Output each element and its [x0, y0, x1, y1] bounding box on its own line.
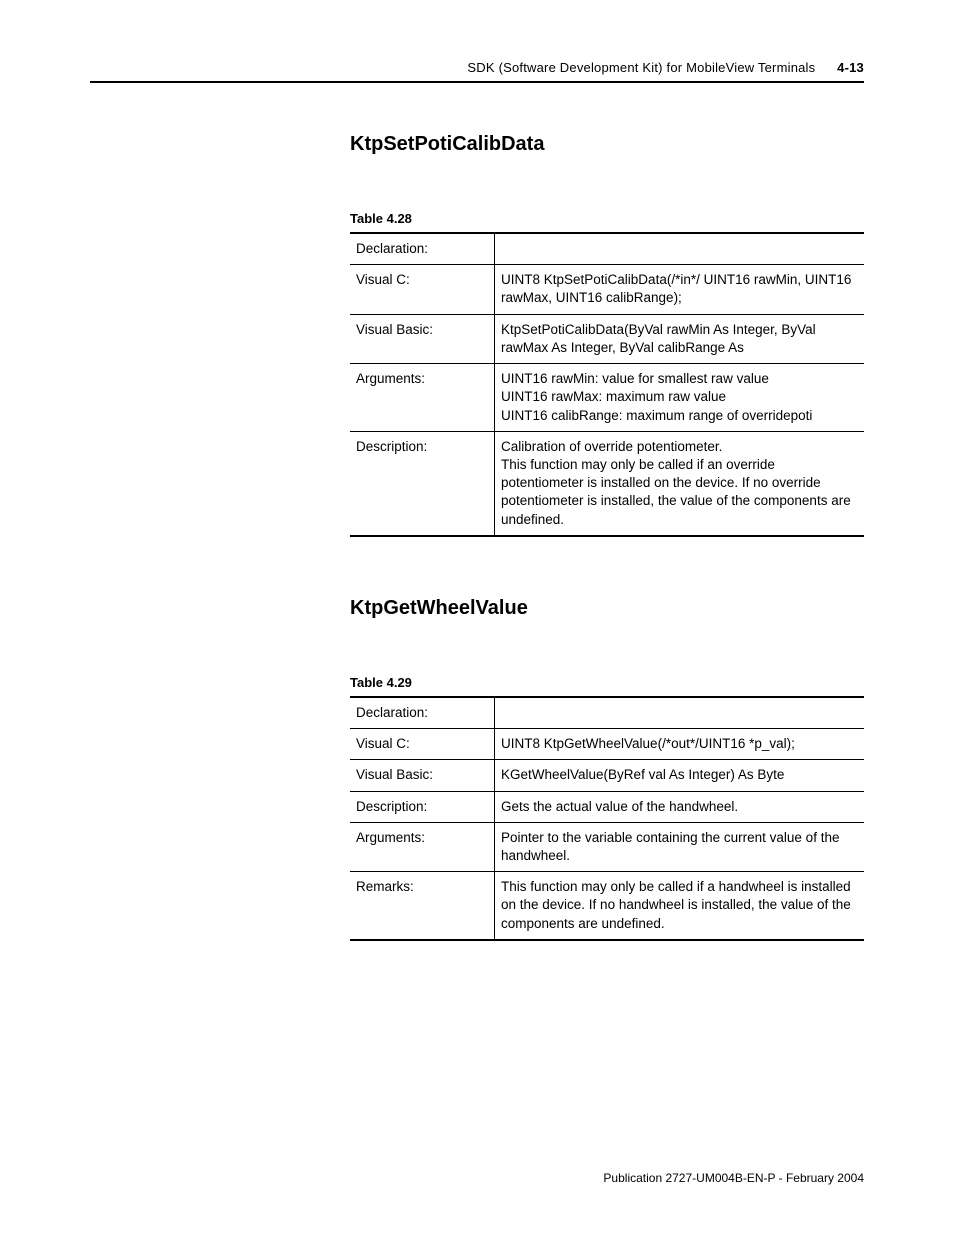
table-row: Remarks: This function may only be calle… — [350, 872, 864, 940]
row-label: Visual Basic: — [350, 314, 495, 363]
page-header: SDK (Software Development Kit) for Mobil… — [90, 60, 864, 83]
row-label: Remarks: — [350, 872, 495, 940]
row-value: Gets the actual value of the handwheel. — [495, 791, 865, 822]
row-label: Declaration: — [350, 233, 495, 265]
table-2: Declaration: Visual C: UINT8 KtpGetWheel… — [350, 696, 864, 941]
row-label: Visual C: — [350, 729, 495, 760]
row-label: Visual C: — [350, 265, 495, 314]
header-text: SDK (Software Development Kit) for Mobil… — [90, 60, 864, 75]
table-row: Visual C: UINT8 KtpSetPotiCalibData(/*in… — [350, 265, 864, 314]
row-value: UINT8 KtpSetPotiCalibData(/*in*/ UINT16 … — [495, 265, 865, 314]
row-value: This function may only be called if a ha… — [495, 872, 865, 940]
row-value — [495, 697, 865, 729]
table-1: Declaration: Visual C: UINT8 KtpSetPotiC… — [350, 232, 864, 537]
table-row: Visual C: UINT8 KtpGetWheelValue(/*out*/… — [350, 729, 864, 760]
row-value: UINT16 rawMin: value for smallest raw va… — [495, 364, 865, 432]
footer-text: Publication 2727-UM004B-EN-P - February … — [603, 1171, 864, 1185]
section-title-1: KtpSetPotiCalibData — [350, 133, 864, 156]
row-value: KtpSetPotiCalibData(ByVal rawMin As Inte… — [495, 314, 865, 363]
table-row: Declaration: — [350, 233, 864, 265]
table-row: Arguments: Pointer to the variable conta… — [350, 822, 864, 871]
table-row: Description: Gets the actual value of th… — [350, 791, 864, 822]
table-caption-1: Table 4.28 — [350, 211, 864, 226]
content-area: KtpSetPotiCalibData Table 4.28 Declarati… — [350, 133, 864, 941]
table-row: Visual Basic: KGetWheelValue(ByRef val A… — [350, 760, 864, 791]
row-value — [495, 233, 865, 265]
page-number: 4-13 — [837, 60, 864, 75]
row-label: Visual Basic: — [350, 760, 495, 791]
table-row: Description: Calibration of override pot… — [350, 431, 864, 536]
table-caption-2: Table 4.29 — [350, 675, 864, 690]
row-label: Arguments: — [350, 822, 495, 871]
row-label: Description: — [350, 431, 495, 536]
row-label: Declaration: — [350, 697, 495, 729]
table-row: Arguments: UINT16 rawMin: value for smal… — [350, 364, 864, 432]
table-row: Visual Basic: KtpSetPotiCalibData(ByVal … — [350, 314, 864, 363]
row-value: Pointer to the variable containing the c… — [495, 822, 865, 871]
table-row: Declaration: — [350, 697, 864, 729]
page-container: SDK (Software Development Kit) for Mobil… — [0, 0, 954, 941]
row-value: UINT8 KtpGetWheelValue(/*out*/UINT16 *p_… — [495, 729, 865, 760]
section-title-2: KtpGetWheelValue — [350, 597, 864, 620]
row-value: KGetWheelValue(ByRef val As Integer) As … — [495, 760, 865, 791]
row-label: Description: — [350, 791, 495, 822]
row-value: Calibration of override potentiometer.Th… — [495, 431, 865, 536]
row-label: Arguments: — [350, 364, 495, 432]
header-title: SDK (Software Development Kit) for Mobil… — [467, 60, 815, 75]
